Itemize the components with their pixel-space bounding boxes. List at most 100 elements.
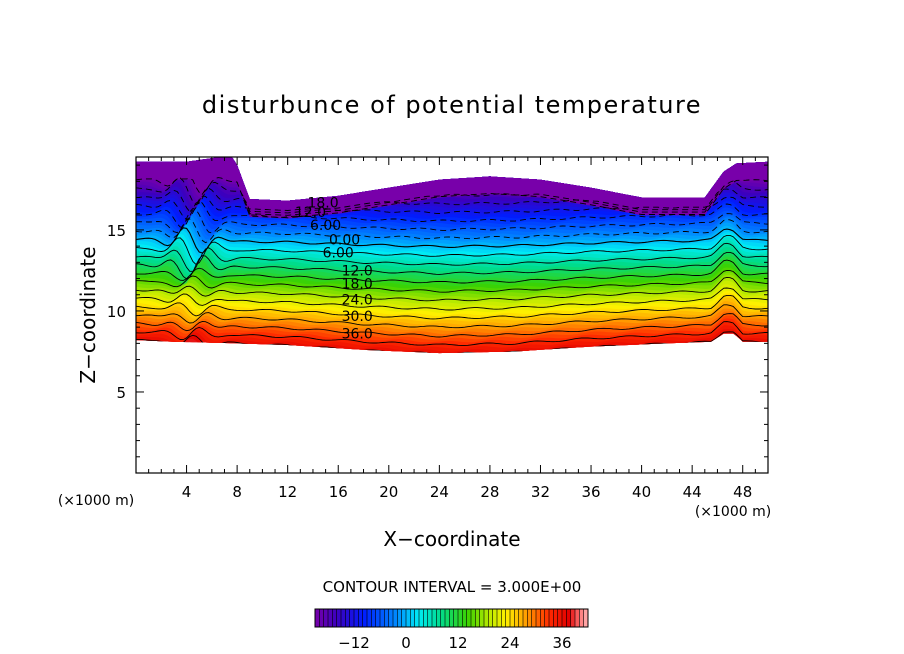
x-tick-label: 16 <box>329 483 348 501</box>
colorbar-cell <box>497 609 502 627</box>
colorbar-cell <box>462 609 467 627</box>
colorbar-cell <box>549 609 554 627</box>
colorbar-tick-label: −12 <box>338 634 370 652</box>
contour-line-3 <box>136 234 768 265</box>
contour-line--18 <box>136 177 768 216</box>
x-tick-label: 24 <box>430 483 449 501</box>
colorbar-cell <box>401 609 407 627</box>
colorbar-cell <box>371 609 376 627</box>
contour-label: 24.0 <box>342 293 373 309</box>
y-axis-label: Z−coordinate <box>76 246 100 383</box>
chart-title: disturbunce of potential temperature <box>202 91 702 119</box>
colorbar-cell <box>540 609 545 627</box>
x-tick-label: 8 <box>232 483 242 501</box>
x-tick-label: 28 <box>480 483 499 501</box>
y-tick-label: 15 <box>107 222 126 240</box>
x-tick-label: 44 <box>683 483 702 501</box>
colorbar-cell <box>583 609 589 627</box>
contour-label: 0.00 <box>329 233 360 249</box>
x-unit-left: (×1000 m) <box>58 493 134 509</box>
colorbar-cell <box>575 609 580 627</box>
contour-line-12 <box>136 259 768 284</box>
colorbar-cell <box>375 609 381 627</box>
colorbar-cell <box>341 609 346 627</box>
colorbar-cell <box>579 609 584 627</box>
contour-line-18 <box>136 276 768 302</box>
colorbar-cell <box>531 609 537 627</box>
colorbar-cell <box>345 609 350 627</box>
colorbar-cell <box>410 609 415 627</box>
colorbar-cell <box>510 609 515 627</box>
colorbar-cell <box>479 609 485 627</box>
x-axis: 4 8 12 16 20 24 28 32 36 40 44 48 <box>148 157 756 501</box>
colorbar-cell <box>484 609 489 627</box>
x-tick-label: 4 <box>182 483 192 501</box>
colorbar-cell <box>492 609 498 627</box>
contour-line-30 <box>136 313 768 338</box>
contour-line-15 <box>136 270 768 293</box>
contour-label: 18.0 <box>307 195 338 211</box>
colorbar-cell <box>458 609 463 627</box>
contour-line-21 <box>136 287 768 311</box>
colorbar-cell <box>453 609 459 627</box>
x-tick-label: 20 <box>379 483 398 501</box>
color-bands <box>136 157 768 354</box>
colorbar-cell <box>423 609 428 627</box>
y-tick-label: 10 <box>107 303 126 321</box>
colorbar-cell <box>475 609 480 627</box>
colorbar-cell <box>358 609 363 627</box>
colorbar-cell <box>328 609 333 627</box>
contour-label: 36.0 <box>342 327 373 343</box>
colorbar <box>314 608 589 628</box>
colorbar-cell <box>406 609 411 627</box>
y-axis: 5 10 15 <box>107 164 768 458</box>
contour-label: 6.00 <box>310 218 341 234</box>
colorbar-cell <box>553 609 558 627</box>
colorbar-cell <box>414 609 420 627</box>
colorbar-cell <box>432 609 437 627</box>
contour-line-9 <box>136 251 768 280</box>
colorbar-cell <box>466 609 472 627</box>
colorbar-tick-label: 0 <box>401 634 411 652</box>
colorbar-cell <box>362 609 368 627</box>
x-tick-label: 36 <box>581 483 600 501</box>
colorbar-cell <box>449 609 454 627</box>
colorbar-cell <box>427 609 433 627</box>
colorbar-cell <box>505 609 511 627</box>
contour-line-24 <box>136 294 768 320</box>
colorbar-ticks: −12 0 12 24 36 <box>338 634 571 652</box>
colorbar-cell <box>397 609 402 627</box>
contour-label: 18.0 <box>342 276 373 292</box>
contour-line-0 <box>136 227 768 254</box>
colorbar-cell <box>523 609 528 627</box>
contour-line--6 <box>136 207 768 234</box>
contour-label: 6.00 <box>323 246 354 262</box>
contour-line-27 <box>136 304 768 329</box>
colorbar-cell <box>562 609 567 627</box>
colorbar-cell <box>536 609 541 627</box>
contour-field <box>136 157 768 354</box>
colorbar-cell <box>388 609 394 627</box>
x-tick-label: 40 <box>632 483 651 501</box>
colorbar-cell <box>332 609 337 627</box>
x-tick-label: 32 <box>531 483 550 501</box>
colorbar-cell <box>393 609 398 627</box>
x-tick-label: 48 <box>733 483 752 501</box>
colorbar-cell <box>323 609 329 627</box>
colorbar-cell <box>315 609 320 627</box>
colorbar-cell <box>354 609 359 627</box>
colorbar-cell <box>349 609 355 627</box>
colorbar-cell <box>380 609 385 627</box>
colorbar-cell <box>336 609 342 627</box>
colorbar-cell <box>518 609 524 627</box>
colorbar-tick-label: 24 <box>500 634 519 652</box>
colorbar-cell <box>384 609 389 627</box>
colorbar-cell <box>445 609 450 627</box>
contour-label: 30.0 <box>342 309 373 325</box>
colorbar-cell <box>367 609 372 627</box>
x-tick-label: 12 <box>278 483 297 501</box>
contour-line--15 <box>136 187 768 214</box>
x-axis-label: X−coordinate <box>383 527 520 551</box>
contour-line-6 <box>136 242 768 272</box>
